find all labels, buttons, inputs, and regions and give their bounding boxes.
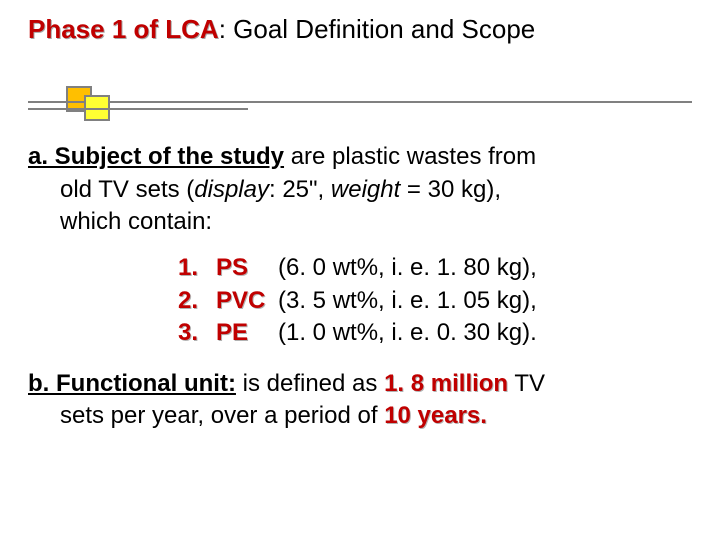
section-a-line2-pre: old TV sets (	[60, 176, 194, 203]
decor-line-top	[28, 101, 692, 103]
section-b-text2: TV	[508, 370, 545, 397]
list-material: PVC	[216, 285, 278, 317]
list-detail: (1. 0 wt%, i. e. 0. 30 kg).	[278, 317, 537, 349]
section-a-label: a. Subject of the study	[28, 143, 284, 170]
weight-word: weight	[331, 176, 400, 203]
decor-line-bottom	[28, 108, 248, 110]
display-word: display	[194, 176, 269, 203]
section-a: a. Subject of the study are plastic wast…	[28, 141, 692, 238]
list-detail: (6. 0 wt%, i. e. 1. 80 kg),	[278, 252, 537, 284]
section-b-label: b. Functional unit:	[28, 370, 236, 397]
section-b-highlight2: 10 years.	[384, 402, 487, 429]
section-a-text1: are plastic wastes from	[284, 143, 536, 170]
section-b: b. Functional unit: is defined as 1. 8 m…	[28, 368, 692, 433]
weight-val: = 30 kg),	[400, 176, 501, 203]
list-num: 1.	[178, 252, 216, 284]
display-val: : 25",	[269, 176, 331, 203]
materials-list: 1. PS (6. 0 wt%, i. e. 1. 80 kg), 2. PVC…	[28, 252, 692, 349]
section-b-text1: is defined as	[236, 370, 384, 397]
list-num: 2.	[178, 285, 216, 317]
list-material: PE	[216, 317, 278, 349]
title-rest: : Goal Definition and Scope	[219, 14, 536, 44]
title-rule-decoration	[28, 53, 692, 113]
list-detail: (3. 5 wt%, i. e. 1. 05 kg),	[278, 285, 537, 317]
section-b-line2-pre: sets per year, over a period of	[60, 402, 384, 429]
section-a-line3: which contain:	[28, 206, 692, 238]
list-num: 3.	[178, 317, 216, 349]
section-b-highlight1: 1. 8 million	[384, 370, 508, 397]
list-material: PS	[216, 252, 278, 284]
title-phase: Phase 1 of LCA	[28, 14, 219, 44]
slide-title: Phase 1 of LCA: Goal Definition and Scop…	[28, 14, 692, 45]
list-item: 3. PE (1. 0 wt%, i. e. 0. 30 kg).	[178, 317, 692, 349]
list-item: 1. PS (6. 0 wt%, i. e. 1. 80 kg),	[178, 252, 692, 284]
list-item: 2. PVC (3. 5 wt%, i. e. 1. 05 kg),	[178, 285, 692, 317]
